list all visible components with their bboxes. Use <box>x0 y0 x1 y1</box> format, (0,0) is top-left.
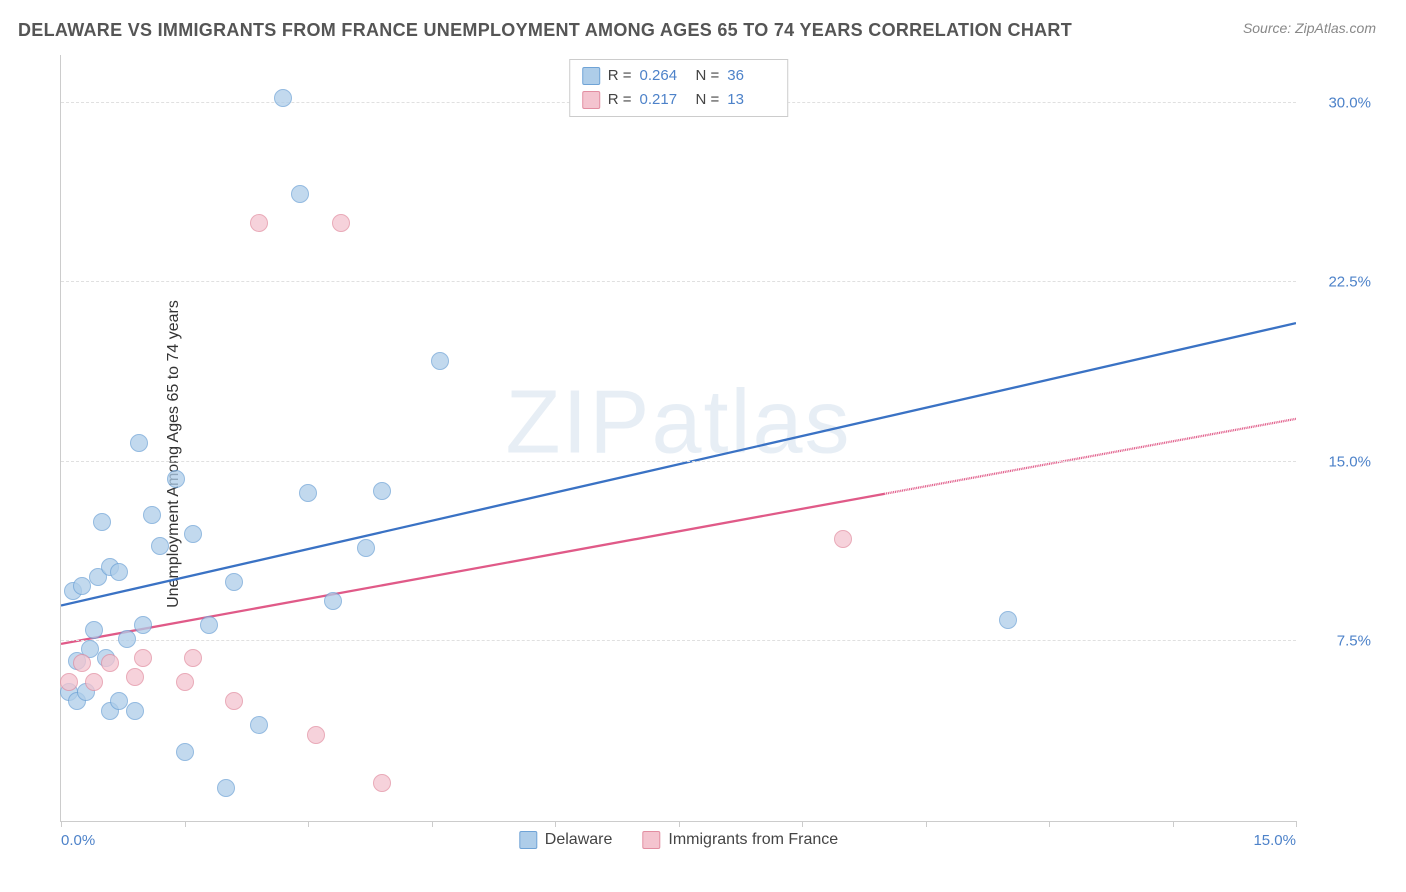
scatter-point <box>110 563 128 581</box>
scatter-point <box>250 214 268 232</box>
scatter-point <box>93 513 111 531</box>
scatter-point <box>291 185 309 203</box>
scatter-point <box>225 692 243 710</box>
x-tick <box>555 821 556 827</box>
r-value-1: 0.264 <box>640 64 688 88</box>
chart-area: Unemployment Among Ages 65 to 74 years Z… <box>50 55 1376 852</box>
x-tick <box>308 821 309 827</box>
x-tick <box>926 821 927 827</box>
legend-item: Delaware <box>519 831 613 849</box>
scatter-point <box>332 214 350 232</box>
y-tick-label: 30.0% <box>1328 94 1371 111</box>
x-tick <box>679 821 680 827</box>
scatter-point <box>431 352 449 370</box>
scatter-plot: ZIPatlas R = 0.264 N = 36 R = 0.217 N = … <box>60 55 1296 822</box>
scatter-point <box>126 668 144 686</box>
n-value-1: 36 <box>727 64 775 88</box>
swatch-series1 <box>582 67 600 85</box>
scatter-point <box>143 506 161 524</box>
source-label: Source: ZipAtlas.com <box>1243 20 1376 36</box>
scatter-point <box>126 702 144 720</box>
scatter-point <box>134 616 152 634</box>
scatter-point <box>167 470 185 488</box>
scatter-point <box>184 649 202 667</box>
scatter-point <box>60 673 78 691</box>
chart-title: DELAWARE VS IMMIGRANTS FROM FRANCE UNEMP… <box>18 20 1072 41</box>
scatter-point <box>834 530 852 548</box>
scatter-point <box>225 573 243 591</box>
scatter-point <box>299 484 317 502</box>
x-tick-label: 0.0% <box>61 832 95 849</box>
scatter-point <box>151 537 169 555</box>
scatter-point <box>85 621 103 639</box>
scatter-point <box>999 611 1017 629</box>
x-tick <box>1173 821 1174 827</box>
scatter-point <box>176 743 194 761</box>
scatter-point <box>357 539 375 557</box>
scatter-point <box>130 434 148 452</box>
n-value-2: 13 <box>727 88 775 112</box>
legend-label-2: Immigrants from France <box>668 831 838 849</box>
legend-item: Immigrants from France <box>642 831 838 849</box>
scatter-point <box>134 649 152 667</box>
scatter-point <box>307 726 325 744</box>
scatter-point <box>73 654 91 672</box>
r-value-2: 0.217 <box>640 88 688 112</box>
y-tick-label: 15.0% <box>1328 453 1371 470</box>
scatter-point <box>373 774 391 792</box>
legend-series: Delaware Immigrants from France <box>519 831 838 849</box>
scatter-point <box>85 673 103 691</box>
n-label: N = <box>696 64 720 88</box>
swatch-series2 <box>582 91 600 109</box>
watermark: ZIPatlas <box>505 371 851 474</box>
scatter-point <box>118 630 136 648</box>
x-tick <box>432 821 433 827</box>
scatter-point <box>324 592 342 610</box>
watermark-thin: atlas <box>651 372 851 472</box>
scatter-point <box>373 482 391 500</box>
scatter-point <box>200 616 218 634</box>
y-tick-label: 22.5% <box>1328 274 1371 291</box>
scatter-point <box>73 577 91 595</box>
r-label: R = <box>608 64 632 88</box>
x-tick <box>61 821 62 827</box>
legend-row: R = 0.264 N = 36 <box>582 64 776 88</box>
scatter-point <box>101 654 119 672</box>
legend-label-1: Delaware <box>545 831 613 849</box>
legend-correlation: R = 0.264 N = 36 R = 0.217 N = 13 <box>569 59 789 117</box>
watermark-bold: ZIP <box>505 372 651 472</box>
x-tick-label: 15.0% <box>1253 832 1296 849</box>
swatch-series2 <box>642 831 660 849</box>
swatch-series1 <box>519 831 537 849</box>
gridline <box>61 461 1296 462</box>
r-label: R = <box>608 88 632 112</box>
scatter-point <box>250 716 268 734</box>
x-tick <box>802 821 803 827</box>
legend-row: R = 0.217 N = 13 <box>582 88 776 112</box>
trend-lines <box>61 55 1296 821</box>
scatter-point <box>184 525 202 543</box>
scatter-point <box>217 779 235 797</box>
gridline <box>61 640 1296 641</box>
n-label: N = <box>696 88 720 112</box>
gridline <box>61 281 1296 282</box>
scatter-point <box>274 89 292 107</box>
x-tick <box>1296 821 1297 827</box>
scatter-point <box>176 673 194 691</box>
scatter-point <box>110 692 128 710</box>
x-tick <box>1049 821 1050 827</box>
x-tick <box>185 821 186 827</box>
y-tick-label: 7.5% <box>1337 633 1371 650</box>
